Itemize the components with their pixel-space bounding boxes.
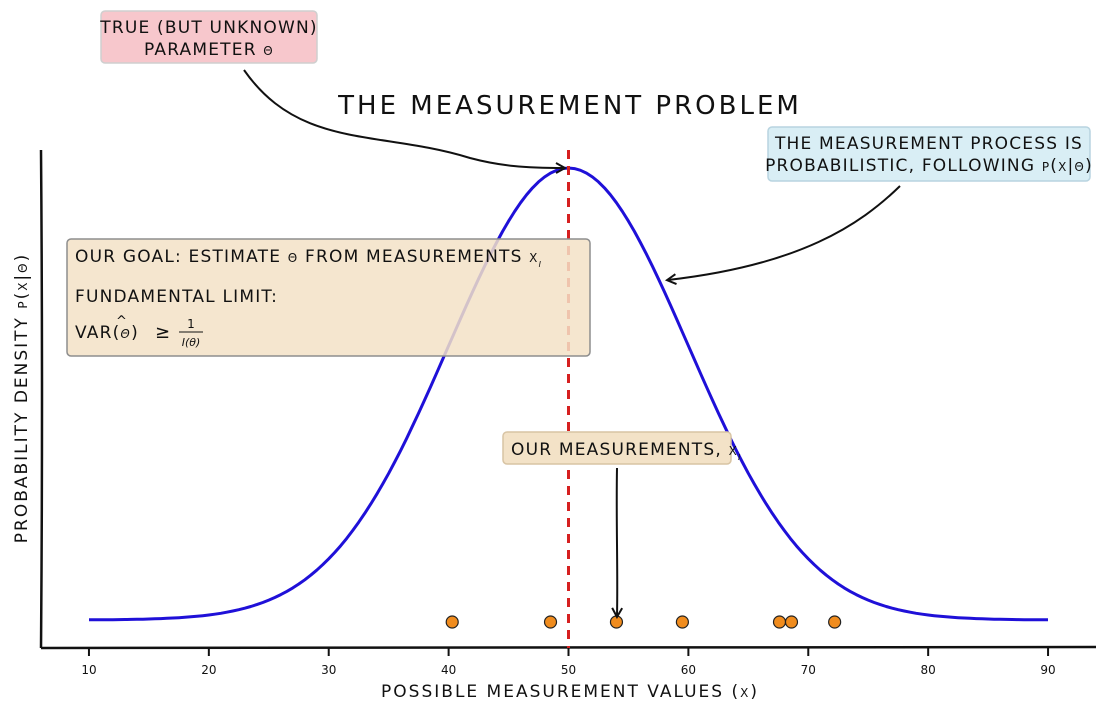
x-tick-label: 90 [1040,663,1055,677]
theta-hat-mark: ^ [116,314,127,329]
x-tick-label: 70 [801,663,816,677]
true-param-line1: TRUE (BUT UNKNOWN) [99,18,317,38]
x-ticks: 10 20 30 40 50 60 70 80 90 [81,648,1056,677]
x-axis-title: POSSIBLE MEASUREMENT VALUES (x) [381,682,759,702]
process-line1: THE MEASUREMENT PROCESS IS [774,134,1083,154]
variance-text: VAR(θ) [75,323,139,343]
limit-text: FUNDAMENTAL LIMIT: [75,287,278,307]
measurement-point [675,615,689,629]
x-tick-label: 50 [561,663,576,677]
y-axis-title: PROBABILITY DENSITY p(x|θ) [12,253,32,544]
measurements-box [502,431,732,465]
true-param-box [100,10,318,64]
x-axis-line [40,645,1097,650]
fraction-denominator: I(θ) [182,336,201,349]
measurements-arrow [617,467,618,616]
measurement-point [772,615,787,629]
x-tick-label: 80 [921,663,936,677]
true-param-arrow [243,69,564,168]
chart-title: THE MEASUREMENT PROBLEM [337,91,802,121]
measurement-point [828,615,842,629]
process-arrow [668,185,901,280]
x-tick-label: 40 [441,663,456,677]
fraction-numerator: 1 [187,317,195,331]
goal-text: OUR GOAL: ESTIMATE θ FROM MEASUREMENTS x… [75,247,542,270]
measurement-point [543,615,558,629]
measurement-point [784,615,799,629]
geq-symbol: ≥ [155,322,170,343]
x-tick-label: 60 [681,663,696,677]
measurement-point [609,615,624,629]
x-tick-label: 30 [321,663,336,677]
x-tick-label: 20 [201,663,216,677]
goal-box [66,238,591,357]
process-line2: PROBABILISTIC, FOLLOWING p(x|θ) [765,156,1093,176]
measurement-points [445,615,842,629]
measurement-point [445,615,459,629]
y-axis-line [39,149,44,649]
measurements-text: OUR MEASUREMENTS, xi [511,440,742,463]
x-tick-label: 10 [81,663,96,677]
true-param-line2: PARAMETER θ [144,40,274,60]
process-box [767,126,1091,182]
